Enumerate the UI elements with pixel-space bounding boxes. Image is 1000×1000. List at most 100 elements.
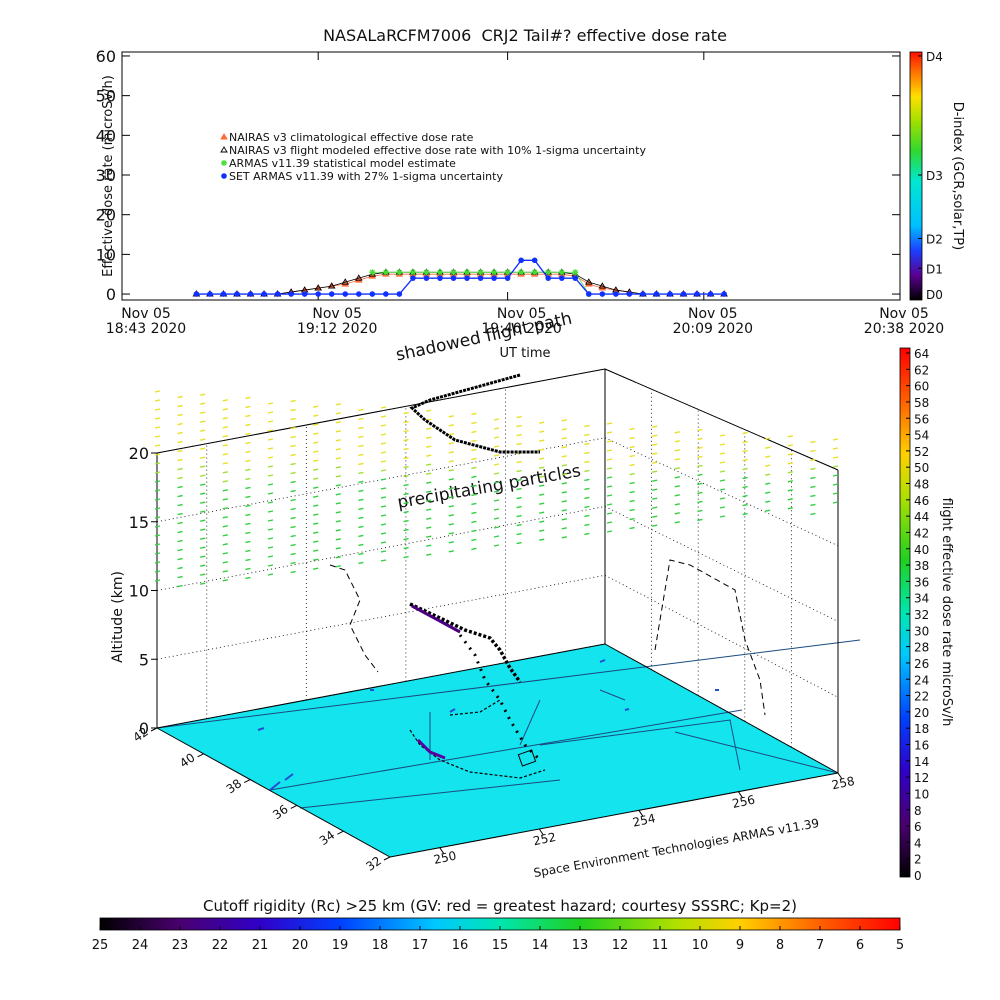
particle xyxy=(245,432,251,436)
particle xyxy=(674,521,680,524)
particle xyxy=(516,496,522,500)
y-tick-label: 0 xyxy=(106,285,116,304)
x-tick-label: Nov 05 xyxy=(497,306,547,322)
particle xyxy=(380,496,387,499)
marker xyxy=(436,269,443,276)
marker xyxy=(518,269,525,276)
particle xyxy=(765,437,771,440)
particle xyxy=(154,507,161,510)
particle xyxy=(674,458,680,461)
particle xyxy=(267,411,274,414)
particle xyxy=(245,441,251,445)
marker xyxy=(504,269,511,276)
particle xyxy=(697,482,703,486)
particle xyxy=(403,501,409,505)
marker xyxy=(477,275,484,281)
particle xyxy=(448,451,454,454)
particle xyxy=(245,522,251,526)
marker xyxy=(626,291,633,297)
particle xyxy=(267,528,274,531)
particle xyxy=(290,408,296,412)
particle xyxy=(200,447,206,450)
marker xyxy=(491,269,498,276)
particle xyxy=(200,420,206,423)
box-edge xyxy=(156,727,391,858)
particle xyxy=(313,513,319,516)
particle xyxy=(313,432,319,435)
dose-tick-label: 8 xyxy=(914,804,922,818)
particle xyxy=(448,424,454,427)
particle xyxy=(358,462,364,466)
particle xyxy=(742,512,748,516)
particle xyxy=(606,422,613,425)
particle xyxy=(493,544,500,547)
particle xyxy=(810,494,816,498)
marker xyxy=(221,173,227,179)
dose-tick-label: 30 xyxy=(914,624,929,638)
particle xyxy=(426,517,432,520)
particle xyxy=(222,408,228,411)
particle xyxy=(606,530,613,533)
particle xyxy=(652,443,658,446)
particle xyxy=(358,444,364,448)
dindex-tick-label: D0 xyxy=(926,288,943,302)
dose-tick-label: 24 xyxy=(914,673,929,687)
particle xyxy=(335,529,341,532)
dose-tick-label: 28 xyxy=(914,641,929,655)
particle xyxy=(448,532,454,535)
particle xyxy=(177,404,183,408)
dose-tick-label: 62 xyxy=(914,363,929,377)
particle xyxy=(832,438,839,441)
marker xyxy=(450,269,457,276)
marker xyxy=(423,269,430,276)
map-specks xyxy=(257,659,719,791)
particle xyxy=(267,555,274,558)
legend-label: NAIRAS v3 flight modeled effective dose … xyxy=(229,144,646,157)
particle xyxy=(403,474,409,478)
particle xyxy=(629,508,635,512)
dose-tick-label: 12 xyxy=(914,771,929,785)
particle xyxy=(154,570,161,573)
marker xyxy=(369,291,376,297)
particle xyxy=(652,470,658,473)
rigidity-tick-label: 16 xyxy=(452,938,469,953)
marker xyxy=(531,269,538,276)
particle xyxy=(697,455,703,459)
marker xyxy=(368,272,377,279)
dose-tick-label: 32 xyxy=(914,608,929,622)
particle xyxy=(200,510,206,513)
particle xyxy=(154,399,161,402)
particle xyxy=(267,492,274,495)
lon-tick xyxy=(638,810,644,817)
y-tick-label: 10 xyxy=(96,245,116,264)
particle xyxy=(493,499,500,502)
rigidity-tick-label: 14 xyxy=(532,938,549,953)
particle xyxy=(335,448,341,451)
particle xyxy=(313,567,319,570)
particle xyxy=(177,467,183,471)
particle xyxy=(358,534,364,538)
particle xyxy=(313,540,319,543)
particle xyxy=(177,557,183,561)
lat-tick xyxy=(197,753,204,758)
lon-tick-label: 254 xyxy=(631,811,656,829)
particle xyxy=(245,450,251,454)
particle xyxy=(313,459,319,462)
particle xyxy=(335,556,341,559)
annotation: precipitating particles xyxy=(396,461,583,513)
particle xyxy=(719,470,726,473)
particle xyxy=(652,461,658,464)
marker xyxy=(288,291,294,297)
marker xyxy=(598,284,607,291)
rigidity-colorbar-title: Cutoff rigidity (Rc) >25 km (GV: red = g… xyxy=(203,897,797,915)
particle xyxy=(832,474,839,477)
lat-tick-label: 38 xyxy=(224,776,245,796)
particle xyxy=(493,508,500,511)
particle xyxy=(222,480,228,483)
particle xyxy=(177,494,183,498)
particle xyxy=(222,534,228,537)
marker xyxy=(382,269,389,276)
particle xyxy=(471,448,477,452)
particle xyxy=(313,405,319,408)
marker xyxy=(572,269,579,276)
